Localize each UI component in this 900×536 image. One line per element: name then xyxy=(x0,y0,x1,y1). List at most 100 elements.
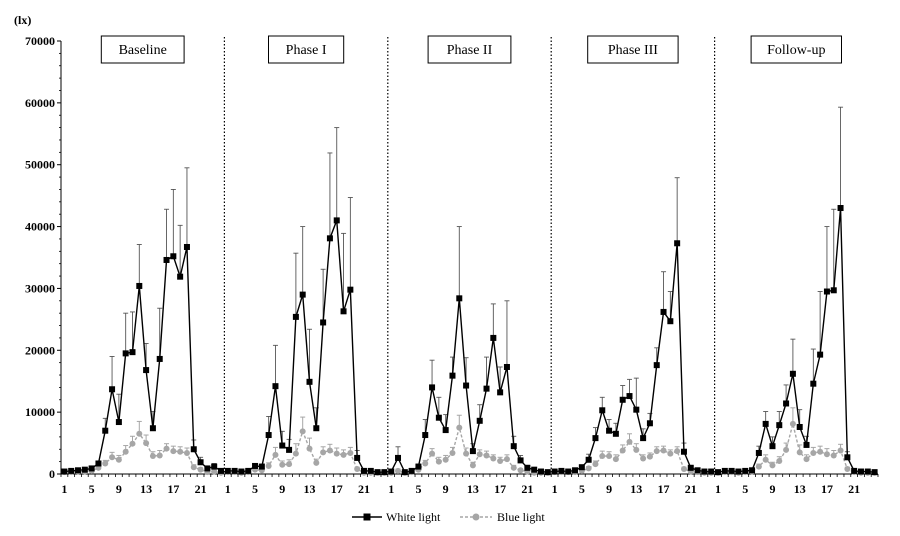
white-line xyxy=(554,243,712,473)
white-point xyxy=(326,235,333,242)
blue-line xyxy=(554,440,712,474)
white-point xyxy=(851,467,858,474)
phase-box xyxy=(587,35,679,64)
x-tick-label: 5 xyxy=(415,482,421,496)
phase-box xyxy=(750,35,842,64)
white-point xyxy=(646,420,653,427)
white-point xyxy=(224,467,231,474)
blue-point xyxy=(476,451,483,458)
legend-white-marker xyxy=(363,513,371,521)
blue-point xyxy=(830,452,837,459)
blue-point xyxy=(789,420,796,427)
x-tick-label: 9 xyxy=(443,482,449,496)
white-point xyxy=(803,441,810,448)
white-point xyxy=(435,414,442,421)
blue-point xyxy=(497,458,504,465)
blue-point xyxy=(143,440,150,447)
blue-point xyxy=(667,450,674,457)
blue-point xyxy=(626,438,633,445)
x-tick-label: 13 xyxy=(304,482,316,496)
white-point xyxy=(864,468,871,475)
x-tick-label: 21 xyxy=(521,482,533,496)
white-point xyxy=(871,469,878,476)
white-point xyxy=(170,253,177,260)
blue-point xyxy=(435,458,442,465)
blue-point xyxy=(640,455,647,462)
blue-line xyxy=(64,432,222,474)
white-point xyxy=(503,363,510,370)
white-point xyxy=(701,468,708,475)
x-tick-label: 17 xyxy=(167,482,179,496)
blue-point xyxy=(395,467,402,474)
x-tick-label: 5 xyxy=(742,482,748,496)
blue-point xyxy=(354,466,361,473)
white-point xyxy=(299,291,306,298)
white-point xyxy=(102,427,109,434)
x-tick-label: 17 xyxy=(821,482,833,496)
white-point xyxy=(469,448,476,455)
x-tick-label: 13 xyxy=(794,482,806,496)
white-point xyxy=(88,465,95,472)
white-point xyxy=(755,449,762,456)
legend-blue-label: Blue light xyxy=(497,510,545,524)
blue-point xyxy=(170,448,177,455)
y-unit-label: (lx) xyxy=(14,13,31,27)
white-point xyxy=(449,372,456,379)
x-tick-label: 9 xyxy=(116,482,122,496)
x-tick-label: 5 xyxy=(252,482,258,496)
white-point xyxy=(687,464,694,471)
white-point xyxy=(408,467,415,474)
blue-point xyxy=(769,462,776,469)
white-point xyxy=(572,467,579,474)
white-point xyxy=(381,469,388,476)
white-point xyxy=(769,443,776,450)
y-tick-label: 30000 xyxy=(25,281,55,295)
blue-point xyxy=(197,466,204,473)
white-point xyxy=(143,367,150,374)
white-point xyxy=(497,389,504,396)
y-tick-label: 40000 xyxy=(25,220,55,234)
blue-point xyxy=(299,428,306,435)
white-point xyxy=(721,467,728,474)
white-point xyxy=(490,334,497,341)
blue-point xyxy=(844,466,851,473)
white-point xyxy=(279,442,286,449)
blue-point xyxy=(660,447,667,454)
white-point xyxy=(612,430,619,437)
white-point xyxy=(537,468,544,475)
white-point xyxy=(129,349,136,356)
phase-box xyxy=(427,35,512,64)
blue-point xyxy=(442,456,449,463)
x-tick-label: 9 xyxy=(606,482,612,496)
white-point xyxy=(694,467,701,474)
blue-point xyxy=(612,456,619,463)
white-point xyxy=(204,465,211,472)
blue-point xyxy=(177,448,184,455)
blue-point xyxy=(340,451,347,458)
blue-point xyxy=(680,466,687,473)
blue-point xyxy=(183,449,190,456)
white-point xyxy=(483,385,490,392)
x-tick-label: 13 xyxy=(630,482,642,496)
white-line xyxy=(227,220,385,473)
white-point xyxy=(653,362,660,369)
blue-point xyxy=(796,449,803,456)
blue-point xyxy=(762,456,769,463)
y-tick-label: 0 xyxy=(49,467,55,481)
white-point xyxy=(817,351,824,358)
white-point xyxy=(136,282,143,289)
series-markers xyxy=(61,205,878,476)
white-point xyxy=(149,425,156,432)
phase-title: Phase III xyxy=(608,43,658,58)
white-point xyxy=(252,462,259,469)
blue-point xyxy=(286,461,293,468)
x-tick-label: 21 xyxy=(358,482,370,496)
white-point xyxy=(183,243,190,250)
white-point xyxy=(388,468,395,475)
blue-point xyxy=(463,450,470,457)
chart-labels: 0 10000 20000 30000 40000 50000 60000 70000 Base… xyxy=(25,34,860,496)
blue-point xyxy=(320,449,327,456)
white-point xyxy=(320,319,327,326)
blue-point xyxy=(823,451,830,458)
white-point xyxy=(633,406,640,413)
